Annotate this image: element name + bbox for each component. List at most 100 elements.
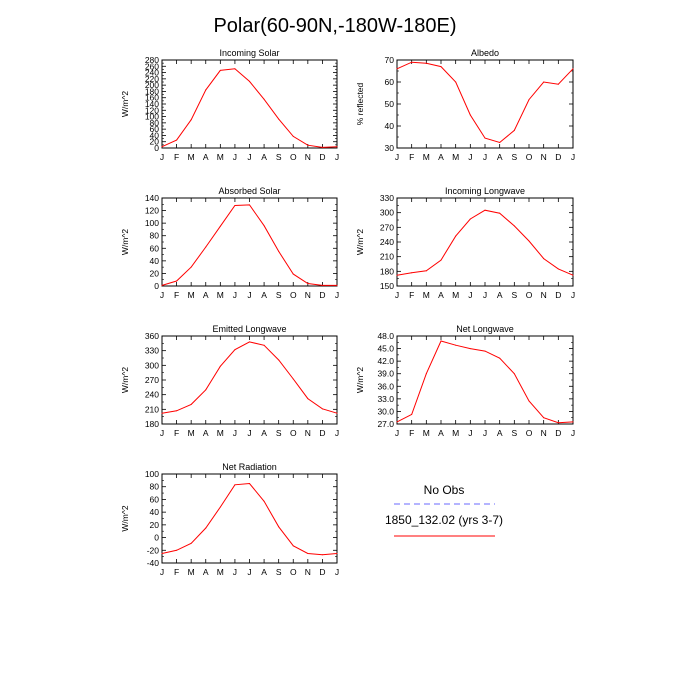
data-point [292,545,294,547]
x-tick-label: A [438,152,444,162]
legend: No Obs 1850_132.02 (yrs 3-7) [385,483,503,537]
x-tick-label: A [497,152,503,162]
data-point [205,89,207,91]
data-point [396,68,398,70]
plot-frame [396,335,574,425]
data-point [278,526,280,528]
x-tick-label: S [276,428,282,438]
panel-emitted-longwave: Emitted Longwave W/m^2 180 210 240 270 300 330 3… [120,324,339,438]
data-point [484,209,486,211]
x-tick-label: N [305,290,311,300]
data-point [513,129,515,131]
data-point [484,137,486,139]
series-line [161,68,338,148]
data-point [161,146,163,148]
x-tick-label: M [423,428,430,438]
x-tick-label: S [511,290,517,300]
data-point [321,554,323,556]
x-tick-label: N [541,152,547,162]
x-tick-label: O [526,152,533,162]
panel-title: Absorbed Solar [218,186,280,196]
data-point [513,373,515,375]
data-point [205,389,207,391]
y-tick-label: 60 [150,494,160,504]
series-line [161,482,338,556]
y-axis-label: % reflected [355,82,365,125]
plot-frame [161,197,338,287]
data-point [219,506,221,508]
y-tick-label: 60 [385,77,395,87]
data-point [572,68,574,70]
x-tick-label: F [409,290,414,300]
plot-frame [161,473,338,564]
y-tick-label: 100 [145,469,159,479]
x-tick-label: F [174,428,179,438]
y-tick-label: 180 [145,419,159,429]
data-point [528,240,530,242]
y-tick-label: 0 [154,143,159,153]
x-tick-label: A [203,290,209,300]
x-tick-label: A [203,428,209,438]
data-point [234,484,236,486]
data-point [176,410,178,412]
x-tick-label: A [497,290,503,300]
data-point [321,408,323,410]
data-point [469,218,471,220]
x-tick-label: J [160,567,164,577]
data-point [411,61,413,63]
x-tick-label: M [188,152,195,162]
x-tick-label: M [188,428,195,438]
legend-model-label: 1850_132.02 (yrs 3-7) [385,513,503,527]
x-tick-label: J [468,428,472,438]
x-tick-label: N [305,567,311,577]
x-tick-label: J [571,290,575,300]
x-tick-label: F [174,152,179,162]
data-point [249,483,250,485]
panel-net-longwave: Net Longwave W/m^2 27.0 30.0 33.0 36.0 39.0 42.… [355,324,575,438]
y-tick-label: 180 [145,86,159,96]
y-tick-label: 39.0 [377,369,394,379]
data-point [219,225,221,227]
data-point [411,272,413,274]
y-tick-label: 330 [380,193,394,203]
x-tick-label: J [247,567,251,577]
data-point [292,378,294,380]
y-tick-label: 30 [385,143,395,153]
x-tick-label: J [483,428,487,438]
data-point [176,139,178,141]
x-tick-label: M [423,152,430,162]
x-tick-label: D [319,290,325,300]
data-point [543,81,545,83]
x-tick-label: S [276,152,282,162]
data-point [425,62,427,64]
data-point [249,80,250,82]
y-axis-label: W/m^2 [120,91,130,117]
panel-title: Net Longwave [456,324,514,334]
y-tick-label: 48.0 [377,331,394,341]
x-tick-label: J [483,152,487,162]
data-point [336,146,338,148]
x-tick-label: D [319,428,325,438]
data-point [161,552,163,554]
data-point [557,268,559,270]
x-tick-label: N [541,428,547,438]
data-point [455,81,457,83]
y-tick-label: 270 [145,375,159,385]
data-point [396,274,398,276]
y-tick-label: 60 [150,243,160,253]
data-point [499,357,501,359]
x-tick-label: S [276,567,282,577]
y-tick-label: 280 [145,55,159,65]
x-tick-label: J [233,152,237,162]
data-point [528,99,530,101]
plot-frame [161,335,338,425]
data-point [190,266,192,268]
data-point [205,527,207,529]
data-point [321,146,323,148]
x-tick-label: F [409,428,414,438]
y-tick-label: 120 [145,105,159,115]
y-axis-label: W/m^2 [120,229,130,255]
